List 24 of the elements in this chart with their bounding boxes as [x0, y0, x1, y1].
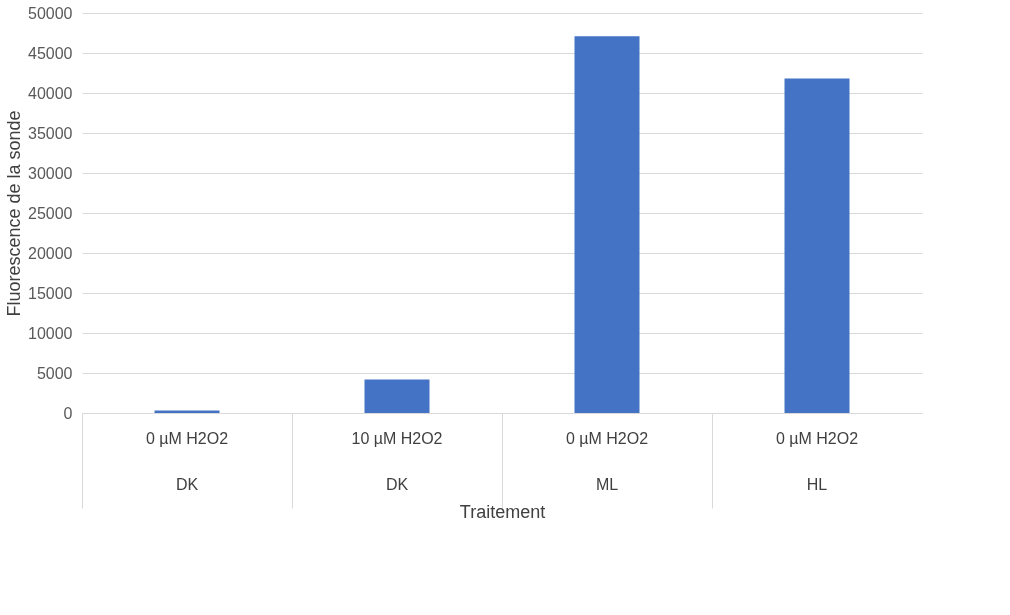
text: DK — [385, 476, 409, 493]
bar — [364, 379, 430, 413]
y-tick-label: 10000 — [28, 324, 73, 342]
bar — [784, 78, 850, 413]
text: ML — [595, 476, 619, 493]
x-tick-label: 10 µM H2O2 — [351, 429, 443, 447]
y-axis-title: Fluorescence de la sonde — [4, 110, 25, 317]
y-tick-label: 35000 — [28, 124, 73, 142]
text: DK — [175, 476, 199, 493]
y-tick-label: 25000 — [28, 204, 73, 222]
y-tick-label: 15000 — [28, 284, 73, 302]
x-axis-title: Traitement — [459, 502, 546, 522]
x-tick-label: 0 µM H2O2 — [565, 429, 649, 447]
x-tick-label: 0 µM H2O2 — [145, 429, 229, 447]
y-tick-label: 5000 — [36, 364, 73, 382]
text: HL — [806, 476, 828, 493]
y-tick-label: 0 — [63, 404, 73, 422]
y-tick-label: 45000 — [28, 44, 73, 62]
y-tick-label: 20000 — [28, 244, 73, 262]
y-tick-label: 50000 — [28, 4, 73, 22]
bar — [574, 36, 640, 413]
y-tick-label: 30000 — [28, 164, 73, 182]
y-tick-label: 40000 — [28, 84, 73, 102]
x-tick-label: 0 µM H2O2 — [775, 429, 859, 447]
